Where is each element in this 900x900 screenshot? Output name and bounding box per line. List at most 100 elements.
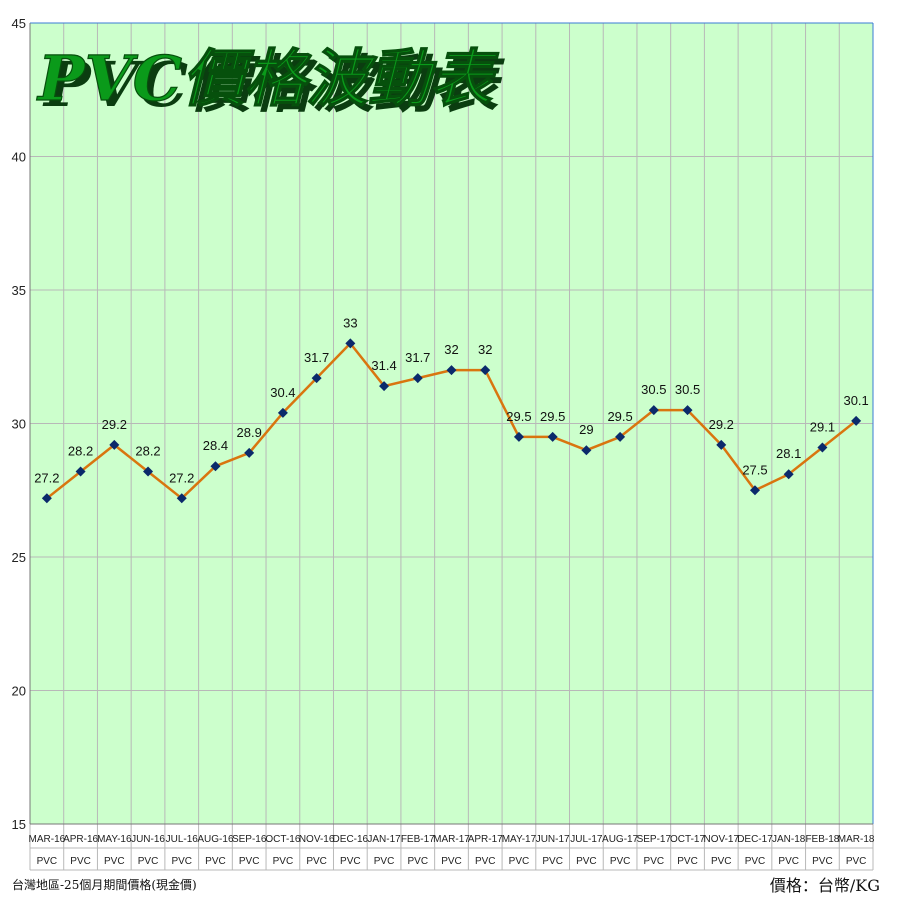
x-tick-label: JUL-16: [166, 834, 199, 845]
data-label: 29.5: [607, 409, 632, 424]
data-point-marker: [379, 381, 390, 392]
y-tick-label: 45: [12, 16, 26, 31]
data-point-marker: [41, 493, 52, 504]
data-label: 27.2: [34, 470, 59, 485]
x-tick-label: OCT-17: [670, 834, 705, 845]
data-label: 28.1: [776, 446, 801, 461]
data-point-marker: [817, 442, 828, 453]
x-tick-label: JAN-17: [367, 834, 401, 845]
data-point-marker: [446, 365, 457, 376]
x-tick-label: JAN-18: [772, 834, 806, 845]
x-tick-sublabel: PVC: [745, 856, 766, 867]
x-tick-label: MAY-17: [502, 834, 537, 845]
y-tick-label: 40: [12, 150, 26, 165]
data-label: 28.2: [135, 444, 160, 459]
x-tick-label: APR-16: [63, 834, 98, 845]
x-tick-label: AUG-17: [602, 834, 639, 845]
data-label: 32: [444, 342, 458, 357]
chart-title-group: PVC價格波動表 PVC價格波動表: [35, 41, 505, 121]
y-tick-label: 15: [12, 817, 26, 832]
data-point-marker: [783, 469, 794, 480]
x-tick-sublabel: PVC: [677, 856, 698, 867]
y-tick-label: 25: [12, 550, 26, 565]
data-point-marker: [547, 431, 558, 442]
x-tick-label: MAR-18: [838, 834, 875, 845]
x-tick-sublabel: PVC: [778, 856, 799, 867]
x-tick-sublabel: PVC: [576, 856, 597, 867]
x-tick-label: APR-17: [468, 834, 503, 845]
data-label: 32: [478, 342, 492, 357]
data-label: 30.5: [675, 382, 700, 397]
x-tick-label: DEC-16: [333, 834, 369, 845]
chart-title: PVC價格波動表: [36, 42, 499, 115]
data-label: 28.4: [203, 438, 228, 453]
x-tick-label: JUN-17: [536, 834, 570, 845]
x-tick-sublabel: PVC: [239, 856, 260, 867]
x-tick-label: NOV-16: [299, 834, 335, 845]
y-tick-label: 30: [12, 417, 26, 432]
data-point-marker: [749, 485, 760, 496]
data-point-marker: [143, 466, 154, 477]
data-label: 30.5: [641, 382, 666, 397]
x-tick-label: JUN-16: [131, 834, 165, 845]
data-point-marker: [176, 493, 187, 504]
data-label: 27.5: [742, 462, 767, 477]
x-tick-sublabel: PVC: [138, 856, 159, 867]
x-tick-label: MAR-17: [433, 834, 470, 845]
data-label: 33: [343, 315, 357, 330]
x-tick-sublabel: PVC: [475, 856, 496, 867]
data-label: 31.7: [304, 350, 329, 365]
data-label: 30.1: [843, 393, 868, 408]
data-label: 31.4: [371, 358, 396, 373]
x-tick-sublabel: PVC: [70, 856, 91, 867]
x-tick-sublabel: PVC: [205, 856, 226, 867]
y-tick-label: 35: [12, 283, 26, 298]
data-point-marker: [75, 466, 86, 477]
data-label: 29.2: [709, 417, 734, 432]
x-tick-sublabel: PVC: [273, 856, 294, 867]
data-point-marker: [311, 373, 322, 384]
x-tick-sublabel: PVC: [812, 856, 833, 867]
x-tick-sublabel: PVC: [340, 856, 361, 867]
data-labels: 27.2 28.2 29.2 28.2 27.2 28.4 28.9 30.4 31.7 33 31…: [34, 315, 869, 485]
data-label: 30.4: [270, 385, 295, 400]
data-label: 29.5: [540, 409, 565, 424]
x-tick-label: FEB-18: [805, 834, 839, 845]
x-tick-sublabel: PVC: [610, 856, 631, 867]
data-point-marker: [480, 365, 491, 376]
data-point-marker: [615, 431, 626, 442]
x-tick-sublabel: PVC: [644, 856, 665, 867]
y-tick-label: 20: [12, 684, 26, 699]
data-point-marker: [345, 338, 356, 349]
data-label: 29: [579, 422, 593, 437]
x-tick-label: NOV-17: [703, 834, 739, 845]
chart-title-shadow: PVC價格波動表: [42, 48, 505, 121]
x-tick-label: AUG-16: [197, 834, 234, 845]
data-point-marker: [513, 431, 524, 442]
x-tick-sublabel: PVC: [711, 856, 732, 867]
data-label: 29.2: [102, 417, 127, 432]
data-point-marker: [716, 439, 727, 450]
x-tick-sublabel: PVC: [374, 856, 395, 867]
data-point-marker: [244, 447, 255, 458]
x-tick-label: MAY-16: [97, 834, 132, 845]
footer-note: 台灣地區-25個月期間價格(現金價): [12, 878, 197, 892]
data-label: 28.2: [68, 444, 93, 459]
x-tick-sublabel: PVC: [542, 856, 563, 867]
data-label: 28.9: [237, 425, 262, 440]
x-tick-label: FEB-17: [401, 834, 435, 845]
data-point-marker: [412, 373, 423, 384]
data-point-marker: [648, 405, 659, 416]
data-point-marker: [851, 415, 862, 426]
data-point-marker: [277, 407, 288, 418]
x-tick-sublabel: PVC: [509, 856, 530, 867]
data-point-marker: [682, 405, 693, 416]
series-group: [41, 338, 862, 504]
x-tick-sublabel: PVC: [407, 856, 428, 867]
data-point-marker: [581, 445, 592, 456]
data-label: 29.5: [506, 409, 531, 424]
x-tick-label: SEP-16: [232, 834, 267, 845]
x-tick-sublabel: PVC: [37, 856, 58, 867]
data-label: 29.1: [810, 420, 835, 435]
